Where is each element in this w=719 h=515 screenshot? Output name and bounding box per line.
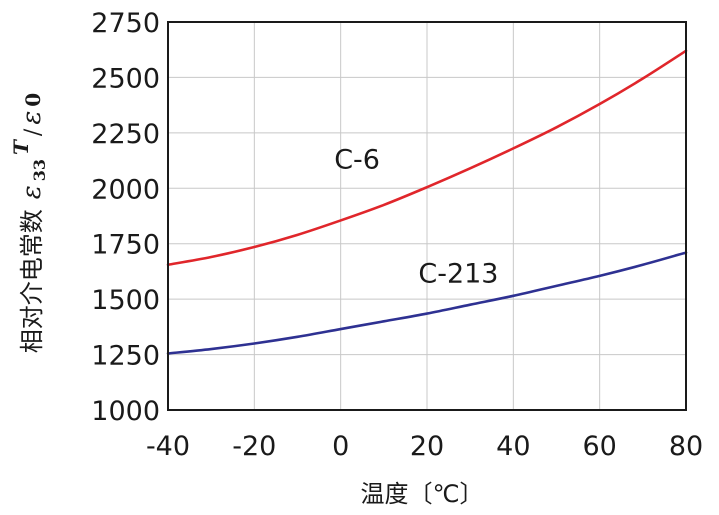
series-labels: C-6 C-213: [334, 144, 498, 289]
series-group: [166, 49, 688, 355]
x-tick-label: 80: [669, 431, 703, 462]
y-axis-title: 相对介电常数 ε 33 T / ε 0: [9, 93, 49, 353]
y-axis-subscript: 33: [30, 159, 49, 181]
x-tick-labels: -40 -20 0 20 40 60 80: [146, 431, 703, 462]
y-axis-zero: 0: [21, 93, 45, 107]
svg-text:相对介电常数 ε 33: 相对介电常数 ε 33 T / ε 0: [9, 93, 49, 353]
y-tick-label: 2750: [91, 8, 160, 39]
x-tick-label: 0: [332, 431, 349, 462]
y-tick-label: 1500: [91, 285, 160, 316]
x-tick-label: 20: [410, 431, 444, 462]
series-label-c-213: C-213: [418, 259, 498, 290]
y-tick-label: 1250: [91, 341, 160, 372]
y-tick-label: 2250: [91, 119, 160, 150]
y-axis-slash: /: [21, 128, 46, 136]
y-tick-label: 2500: [91, 63, 160, 94]
y-axis-superscript: T: [9, 138, 33, 155]
y-tick-labels: 1000 1250 1500 1750 2000 2250 2500 2750: [91, 8, 160, 427]
y-axis-epsilon: ε: [17, 185, 47, 199]
plot-frame: [167, 21, 687, 411]
y-axis-epsilon0: ε: [17, 111, 47, 125]
y-axis-title-text: 相对介电常数: [18, 209, 46, 353]
x-axis-title: 温度〔℃〕: [361, 480, 484, 508]
series-line-c-6: [166, 49, 688, 267]
x-tick-label: -20: [232, 431, 276, 462]
x-tick-label: 60: [582, 431, 616, 462]
grid-lines: [168, 22, 686, 410]
series-line-c-213: [166, 251, 688, 355]
series-label-c-6: C-6: [334, 144, 380, 175]
x-tick-label: -40: [146, 431, 190, 462]
y-tick-label: 1000: [91, 396, 160, 427]
x-tick-label: 40: [496, 431, 530, 462]
y-tick-label: 1750: [91, 230, 160, 261]
y-tick-label: 2000: [91, 174, 160, 205]
